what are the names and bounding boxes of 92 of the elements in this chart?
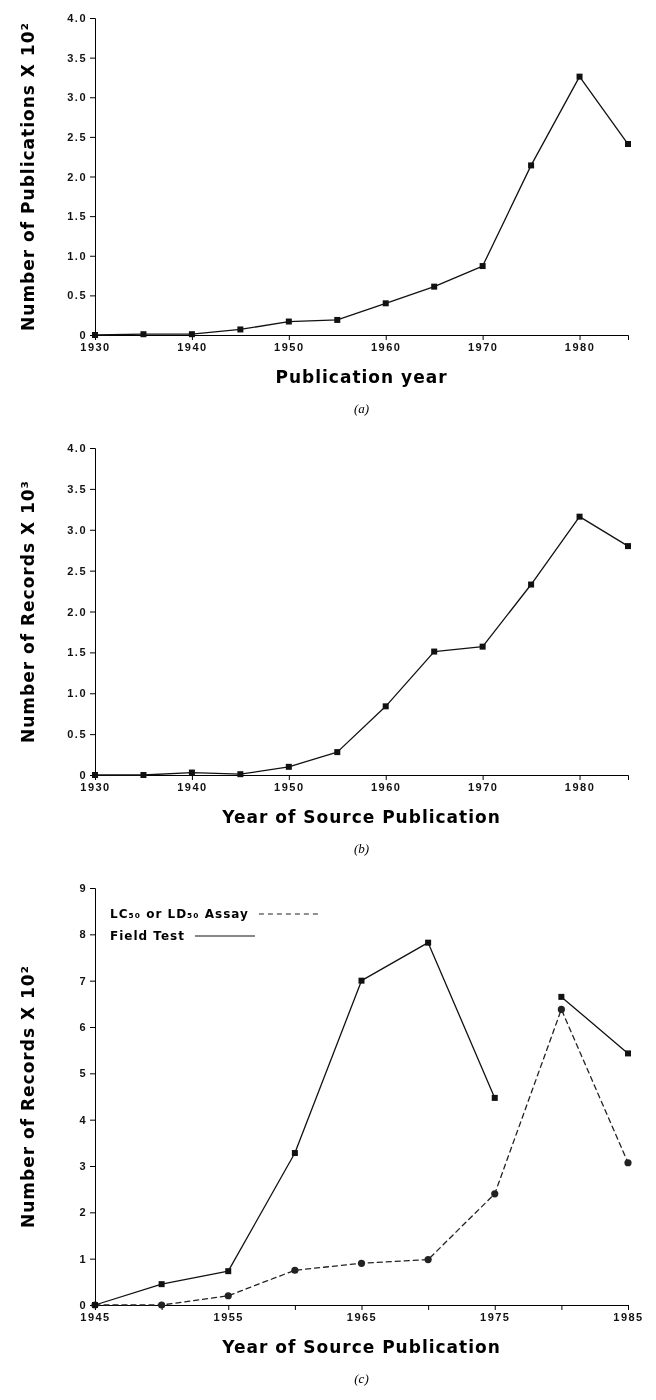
y-tick-label: 1.5 [67, 210, 87, 223]
point [382, 300, 389, 307]
y-tick-label: 2.5 [67, 564, 87, 577]
x-tick-label: 1960 [370, 780, 402, 793]
x-tick-label: 1945 [80, 1310, 111, 1323]
point [431, 648, 438, 655]
x-tick-label: 1985 [613, 1310, 644, 1323]
point [291, 1150, 298, 1157]
y-axis-title: Number of Publications X 10² [18, 22, 38, 331]
y-tick-label: 2.0 [67, 170, 87, 183]
y-tick-label: 0 [79, 1299, 87, 1312]
y-tick-label: 3.0 [67, 523, 87, 536]
x-tick-label: 1970 [467, 780, 499, 793]
point [224, 1292, 232, 1300]
point [625, 543, 631, 550]
point [625, 141, 631, 148]
x-tick-label: 1970 [467, 340, 499, 353]
y-tick-label: 1.5 [67, 646, 87, 659]
point [576, 73, 583, 80]
y-tick-label: 3.0 [67, 91, 87, 104]
x-tick-label: 1950 [274, 780, 305, 793]
y-tick-label: 1 [79, 1252, 87, 1265]
y-tick-label: 0.5 [67, 728, 87, 741]
x-tick-label: 1940 [177, 780, 208, 793]
x-axis-title: Publication year [275, 367, 448, 387]
point [624, 1159, 632, 1167]
point [237, 326, 244, 333]
y-axis-title: Number of Records X 10² [18, 964, 38, 1229]
y-tick-label: 9 [79, 882, 87, 895]
point [625, 1050, 631, 1057]
point [491, 1190, 499, 1198]
point [558, 993, 565, 1000]
y-tick-label: 3.5 [67, 482, 87, 495]
point [140, 331, 147, 338]
y-tick-label: 8 [79, 928, 87, 941]
point [491, 1094, 498, 1101]
point [237, 771, 244, 778]
point [334, 316, 341, 323]
y-tick-label: 7 [79, 974, 87, 987]
point [528, 581, 535, 588]
x-tick-label: 1980 [564, 780, 596, 793]
y-axis-title: Number of Records X 10³ [18, 479, 38, 744]
point [158, 1281, 165, 1288]
y-tick-label: 2.0 [67, 605, 87, 618]
x-axis-title: Year of Source Publication [221, 1337, 501, 1357]
y-tick-label: 6 [79, 1021, 87, 1034]
text: (b) [353, 841, 370, 856]
point [479, 643, 486, 650]
x-tick-label: 1930 [80, 340, 111, 353]
x-tick-label: 1965 [346, 1310, 378, 1323]
y-tick-label: 4 [79, 1113, 87, 1126]
text: (a) [353, 401, 370, 416]
legend-label: LC₅₀ or LD₅₀ Assay [110, 907, 249, 921]
x-axis-title: Year of Source Publication [221, 807, 501, 827]
point [479, 263, 486, 270]
point [431, 283, 438, 290]
point [358, 977, 365, 984]
point [576, 513, 583, 520]
x-tick-label: 1940 [177, 340, 208, 353]
y-tick-label: 0.5 [67, 289, 87, 302]
y-tick-label: 3 [79, 1160, 87, 1173]
y-tick-label: 5 [79, 1067, 87, 1080]
legend-label: Field Test [110, 929, 185, 943]
y-tick-label: 4.0 [67, 12, 87, 25]
point [291, 1266, 299, 1274]
text: (c) [354, 1371, 369, 1386]
point [225, 1268, 232, 1275]
x-tick-label: 1955 [213, 1310, 244, 1323]
x-tick-label: 1980 [564, 340, 596, 353]
y-tick-label: 4.0 [67, 442, 87, 455]
x-tick-label: 1950 [274, 340, 305, 353]
y-tick-label: 3.5 [67, 51, 87, 64]
point [528, 162, 535, 169]
y-tick-label: 0 [79, 329, 87, 342]
point [188, 769, 195, 776]
point [285, 318, 292, 325]
y-tick-label: 1.0 [67, 687, 87, 700]
point [382, 703, 389, 710]
point [557, 1005, 565, 1013]
point [285, 763, 292, 770]
point [425, 939, 432, 946]
point [334, 749, 341, 756]
y-tick-label: 0 [79, 769, 87, 782]
y-tick-label: 1.0 [67, 249, 87, 262]
y-tick-label: 2.5 [67, 130, 87, 143]
y-tick-label: 2 [79, 1206, 87, 1219]
point [424, 1255, 432, 1264]
x-tick-label: 1960 [370, 340, 402, 353]
point [140, 772, 147, 778]
x-tick-label: 1975 [480, 1310, 511, 1323]
x-tick-label: 1930 [80, 780, 111, 793]
point [357, 1259, 366, 1267]
